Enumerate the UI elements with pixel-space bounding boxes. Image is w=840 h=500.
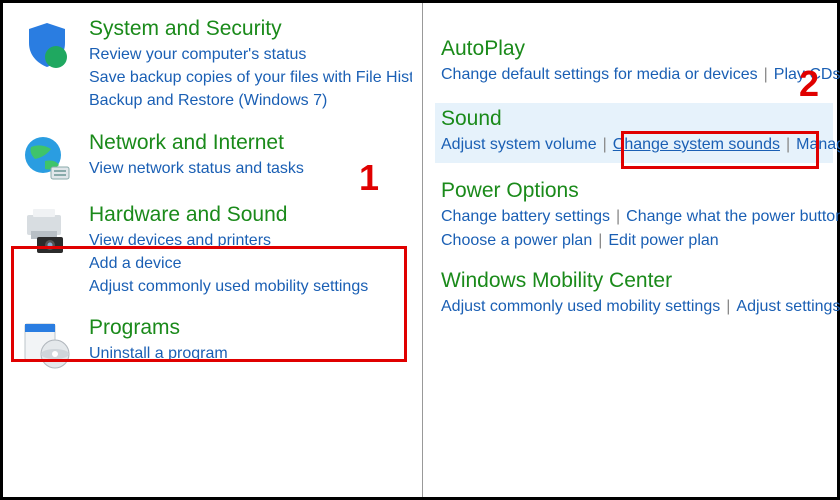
link-add-device[interactable]: Add a device	[89, 252, 412, 275]
section-power-options: Power Options Change battery settings | Ch…	[441, 179, 833, 253]
section-title[interactable]: Power Options	[441, 179, 833, 203]
printer-camera-icon	[21, 205, 73, 257]
section-title[interactable]: Sound	[441, 107, 827, 131]
separator: |	[616, 208, 620, 225]
globe-icon	[21, 133, 73, 185]
hardware-and-sound-panel: AutoPlay Change default settings for med…	[423, 3, 840, 497]
link-adjust-mobility-settings[interactable]: Adjust commonly used mobility settings	[441, 298, 720, 315]
link-choose-power-plan[interactable]: Choose a power plan	[441, 232, 592, 249]
category-title[interactable]: Programs	[89, 316, 412, 340]
category-programs: Programs Uninstall a program	[21, 316, 412, 370]
category-system-security: System and Security Review your computer…	[21, 17, 412, 113]
shield-icon	[21, 19, 73, 71]
category-title[interactable]: Hardware and Sound	[89, 203, 412, 227]
link-network-status[interactable]: View network status and tasks	[89, 157, 412, 180]
link-manage-audio[interactable]: Manage	[796, 136, 840, 153]
link-change-default-media[interactable]: Change default settings for media or dev…	[441, 66, 758, 83]
link-adjust-volume[interactable]: Adjust system volume	[441, 136, 597, 153]
category-title[interactable]: Network and Internet	[89, 131, 412, 155]
link-adjust-mobility[interactable]: Adjust commonly used mobility settings	[89, 275, 412, 298]
section-sound: Sound Adjust system volume | Change system…	[435, 103, 833, 163]
link-change-system-sounds[interactable]: Change system sounds	[613, 136, 780, 153]
link-uninstall-program[interactable]: Uninstall a program	[89, 342, 412, 365]
separator: |	[598, 232, 602, 249]
link-save-backup[interactable]: Save backup copies of your files with Fi…	[89, 66, 412, 89]
link-edit-power-plan[interactable]: Edit power plan	[608, 232, 718, 249]
link-play-cds[interactable]: Play CDs	[774, 66, 840, 83]
link-view-devices[interactable]: View devices and printers	[89, 229, 412, 252]
category-hardware-sound: Hardware and Sound View devices and prin…	[21, 203, 412, 299]
link-change-battery[interactable]: Change battery settings	[441, 208, 610, 225]
link-backup-restore[interactable]: Backup and Restore (Windows 7)	[89, 89, 412, 112]
separator: |	[603, 136, 607, 153]
category-title[interactable]: System and Security	[89, 17, 412, 41]
category-network-internet: Network and Internet View network status…	[21, 131, 412, 185]
section-title[interactable]: Windows Mobility Center	[441, 269, 833, 293]
separator: |	[726, 298, 730, 315]
section-autoplay: AutoPlay Change default settings for med…	[441, 37, 833, 87]
link-adjust-settings[interactable]: Adjust settings	[736, 298, 840, 315]
control-panel-categories: System and Security Review your computer…	[3, 3, 423, 497]
link-review-status[interactable]: Review your computer's status	[89, 43, 412, 66]
programs-icon	[21, 318, 73, 370]
separator: |	[764, 66, 768, 83]
separator: |	[786, 136, 790, 153]
link-power-buttons[interactable]: Change what the power buttons do	[626, 208, 840, 225]
section-mobility-center: Windows Mobility Center Adjust commonly …	[441, 269, 833, 319]
section-title[interactable]: AutoPlay	[441, 37, 833, 61]
